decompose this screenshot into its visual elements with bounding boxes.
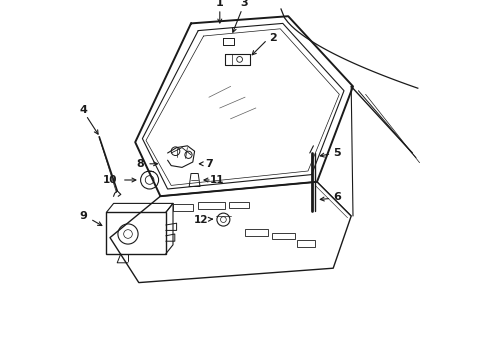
Bar [229, 202, 248, 208]
Text: 6: 6 [333, 192, 341, 202]
Bar [245, 229, 269, 236]
Text: 9: 9 [80, 211, 88, 221]
Text: 8: 8 [137, 159, 145, 169]
Bar [297, 240, 315, 247]
Bar [198, 202, 225, 209]
Text: 4: 4 [79, 105, 87, 115]
Text: 10: 10 [103, 175, 117, 185]
Bar [173, 204, 193, 211]
Text: 1: 1 [216, 0, 223, 8]
Text: 2: 2 [269, 33, 277, 43]
Text: 12: 12 [194, 215, 208, 225]
Text: 5: 5 [333, 148, 341, 158]
Bar [272, 233, 295, 239]
Text: 11: 11 [210, 175, 224, 185]
Text: 3: 3 [241, 0, 248, 8]
Bar [106, 212, 166, 254]
Text: 7: 7 [205, 159, 213, 169]
